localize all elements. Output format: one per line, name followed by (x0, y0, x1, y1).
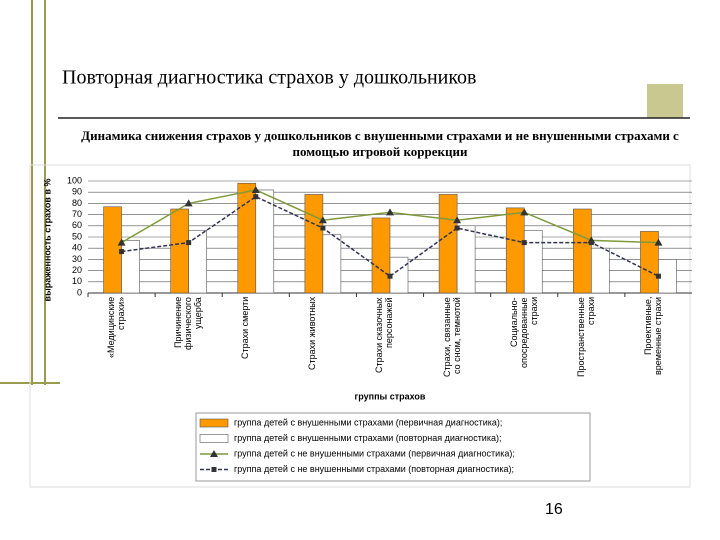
y-tick-label: 60 (72, 220, 82, 230)
page-number: 16 (545, 501, 563, 518)
marker (186, 240, 192, 246)
x-tick-label: Проективные, временные страхи (642, 297, 663, 376)
y-tick-label: 80 (72, 198, 82, 208)
marker (520, 208, 529, 216)
bar (591, 247, 610, 294)
bar (658, 259, 677, 294)
bar (121, 240, 140, 294)
bar (322, 234, 342, 294)
bar (255, 189, 275, 294)
marker (654, 238, 663, 246)
marker (588, 240, 594, 246)
bar (573, 208, 592, 294)
y-tick-label: 70 (72, 209, 82, 219)
x-tick-label: Страхи сказочных персонажей (374, 297, 395, 373)
bar (438, 194, 458, 294)
legend-swatch (199, 434, 229, 443)
marker (251, 185, 260, 193)
marker (253, 194, 259, 200)
bar (103, 206, 122, 294)
y-tick-label: 100 (67, 175, 82, 185)
marker (386, 208, 394, 216)
x-tick-label: Социально-опосредованные страхи (508, 297, 539, 368)
line (121, 195, 659, 278)
marker (318, 216, 327, 224)
legend-label: группа детей с внушенными страхами (повт… (234, 433, 501, 443)
x-tick-label: «Медицинские страхи» (106, 297, 126, 359)
legend-label: группа детей с внушенными страхами (перв… (234, 417, 502, 427)
y-tick-label: 10 (72, 276, 82, 286)
bar (170, 208, 189, 294)
decor-square (647, 84, 683, 118)
x-tick-label: Причинение физического ущерба (173, 297, 204, 350)
bar (188, 229, 207, 294)
y-tick-label: 20 (72, 265, 82, 275)
bar (371, 217, 391, 294)
y-tick-label: 90 (72, 187, 82, 197)
x-axis-label: группы страхов (355, 391, 426, 401)
x-tick-label: Пространственные страхи (575, 297, 596, 377)
marker (117, 238, 126, 246)
legend-label: группа детей с не внушенными страхами (п… (234, 448, 515, 458)
y-tick-label: 30 (72, 254, 82, 264)
chart-frame (29, 164, 691, 488)
x-tick-label: Страхи животных (307, 297, 318, 371)
bar (523, 229, 543, 294)
legend-label: группа детей с не внушенными страхами (п… (234, 464, 514, 474)
legend (195, 412, 591, 482)
y-tick-label: 50 (72, 231, 82, 241)
legend-swatch (199, 418, 229, 428)
marker (119, 249, 125, 255)
marker (387, 273, 393, 279)
chart-title: Динамика снижения страхов у дошкольников… (81, 128, 679, 159)
bar (304, 194, 324, 294)
bar (640, 231, 659, 294)
marker (453, 216, 462, 224)
marker (454, 225, 460, 231)
marker (184, 199, 193, 207)
legend-marker (211, 467, 217, 472)
bar (237, 182, 257, 294)
x-tick-label: Страхи смерти (240, 297, 251, 360)
x-tick-label: Страхи, связанные со сном, темнотой (441, 297, 462, 377)
marker (521, 240, 527, 246)
y-tick-label: 40 (72, 243, 82, 253)
y-axis-label: выраженность страхов в % (42, 179, 52, 302)
y-tick-label: 0 (77, 287, 82, 297)
slide-title: Повторная диагностика страхов у дошкольн… (62, 67, 477, 89)
bar (505, 207, 525, 294)
legend-marker (210, 450, 218, 457)
marker (655, 273, 661, 279)
marker (320, 225, 326, 231)
bar (456, 225, 476, 294)
